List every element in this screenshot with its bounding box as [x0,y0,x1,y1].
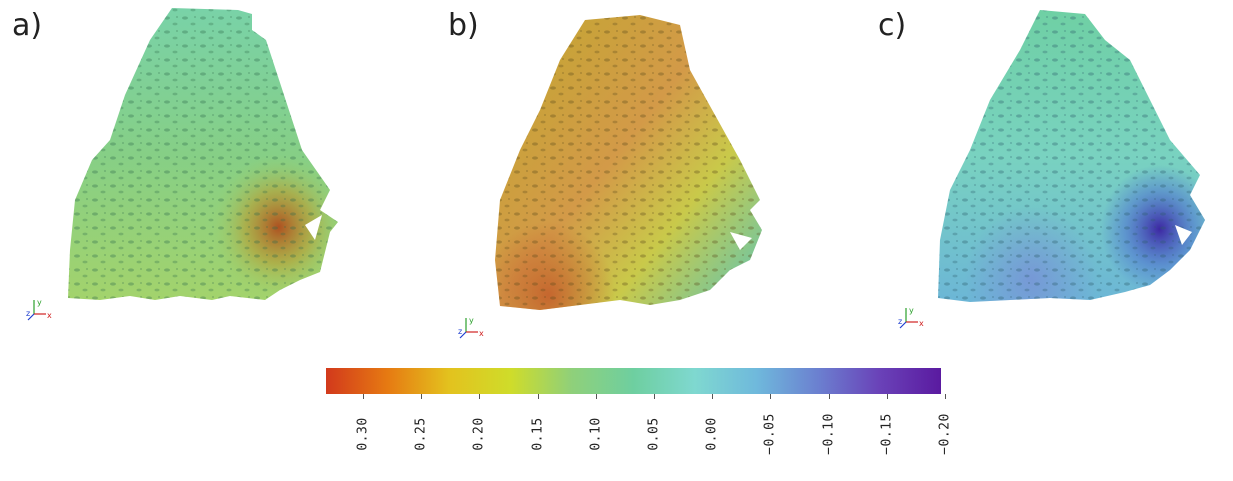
panel-label: a) [12,8,43,43]
hole [730,232,752,250]
tick-mark [654,394,655,399]
texture-overlay [938,10,1205,302]
svg-text:y: y [37,298,42,307]
panel-label: c) [878,8,907,43]
tick-mark [828,394,830,399]
tick-label: 0.30 [355,417,371,451]
tick-mark [363,394,364,399]
tick-label: 0.20 [471,417,487,451]
svg-text:x: x [47,311,52,320]
axes-triad: y x z [896,304,930,337]
texture-overlay [68,8,338,300]
svg-text:y: y [469,316,474,325]
axes-triad: y x z [456,314,490,347]
svg-text:x: x [479,329,484,338]
tick-mark [886,394,888,399]
tick-label: −0.10 [821,413,837,455]
tick-mark [537,394,539,399]
svg-text:z: z [26,309,30,318]
svg-text:z: z [458,327,462,336]
colorbar-ticks: 0.30 0.25 0.20 0.15 0.10 0.05 0.00 −0.05 −0.10 −0… [326,394,953,464]
tick-label: 0.10 [588,417,604,451]
tick-mark [770,394,772,399]
hole [1175,225,1192,245]
panel-a: a) y [0,0,400,340]
tick-mark [479,394,481,399]
axes-triad: y x z [24,296,58,329]
svg-text:y: y [909,306,914,315]
tick-mark [945,394,946,399]
tick-label: −0.20 [937,413,953,455]
tick-label: 0.00 [704,417,720,451]
tick-label: −0.15 [879,413,895,455]
surface-plot-b [495,15,762,310]
surface-plot-a [68,8,338,300]
colorbar [326,368,941,394]
svg-text:z: z [898,317,902,326]
tick-label: −0.05 [762,413,778,455]
panel-b: b) y [440,0,840,340]
texture-overlay [495,15,762,310]
tick-mark [595,394,597,399]
panel-label: b) [448,8,479,43]
tick-label: 0.25 [413,417,429,451]
tick-label: 0.05 [646,417,662,451]
tick-label: 0.15 [530,417,546,451]
panel-c: c) [870,0,1233,340]
tick-mark [421,394,423,399]
hole [305,215,322,240]
surface-plot-c [938,10,1205,302]
tick-mark [712,394,714,399]
svg-text:x: x [919,319,924,328]
